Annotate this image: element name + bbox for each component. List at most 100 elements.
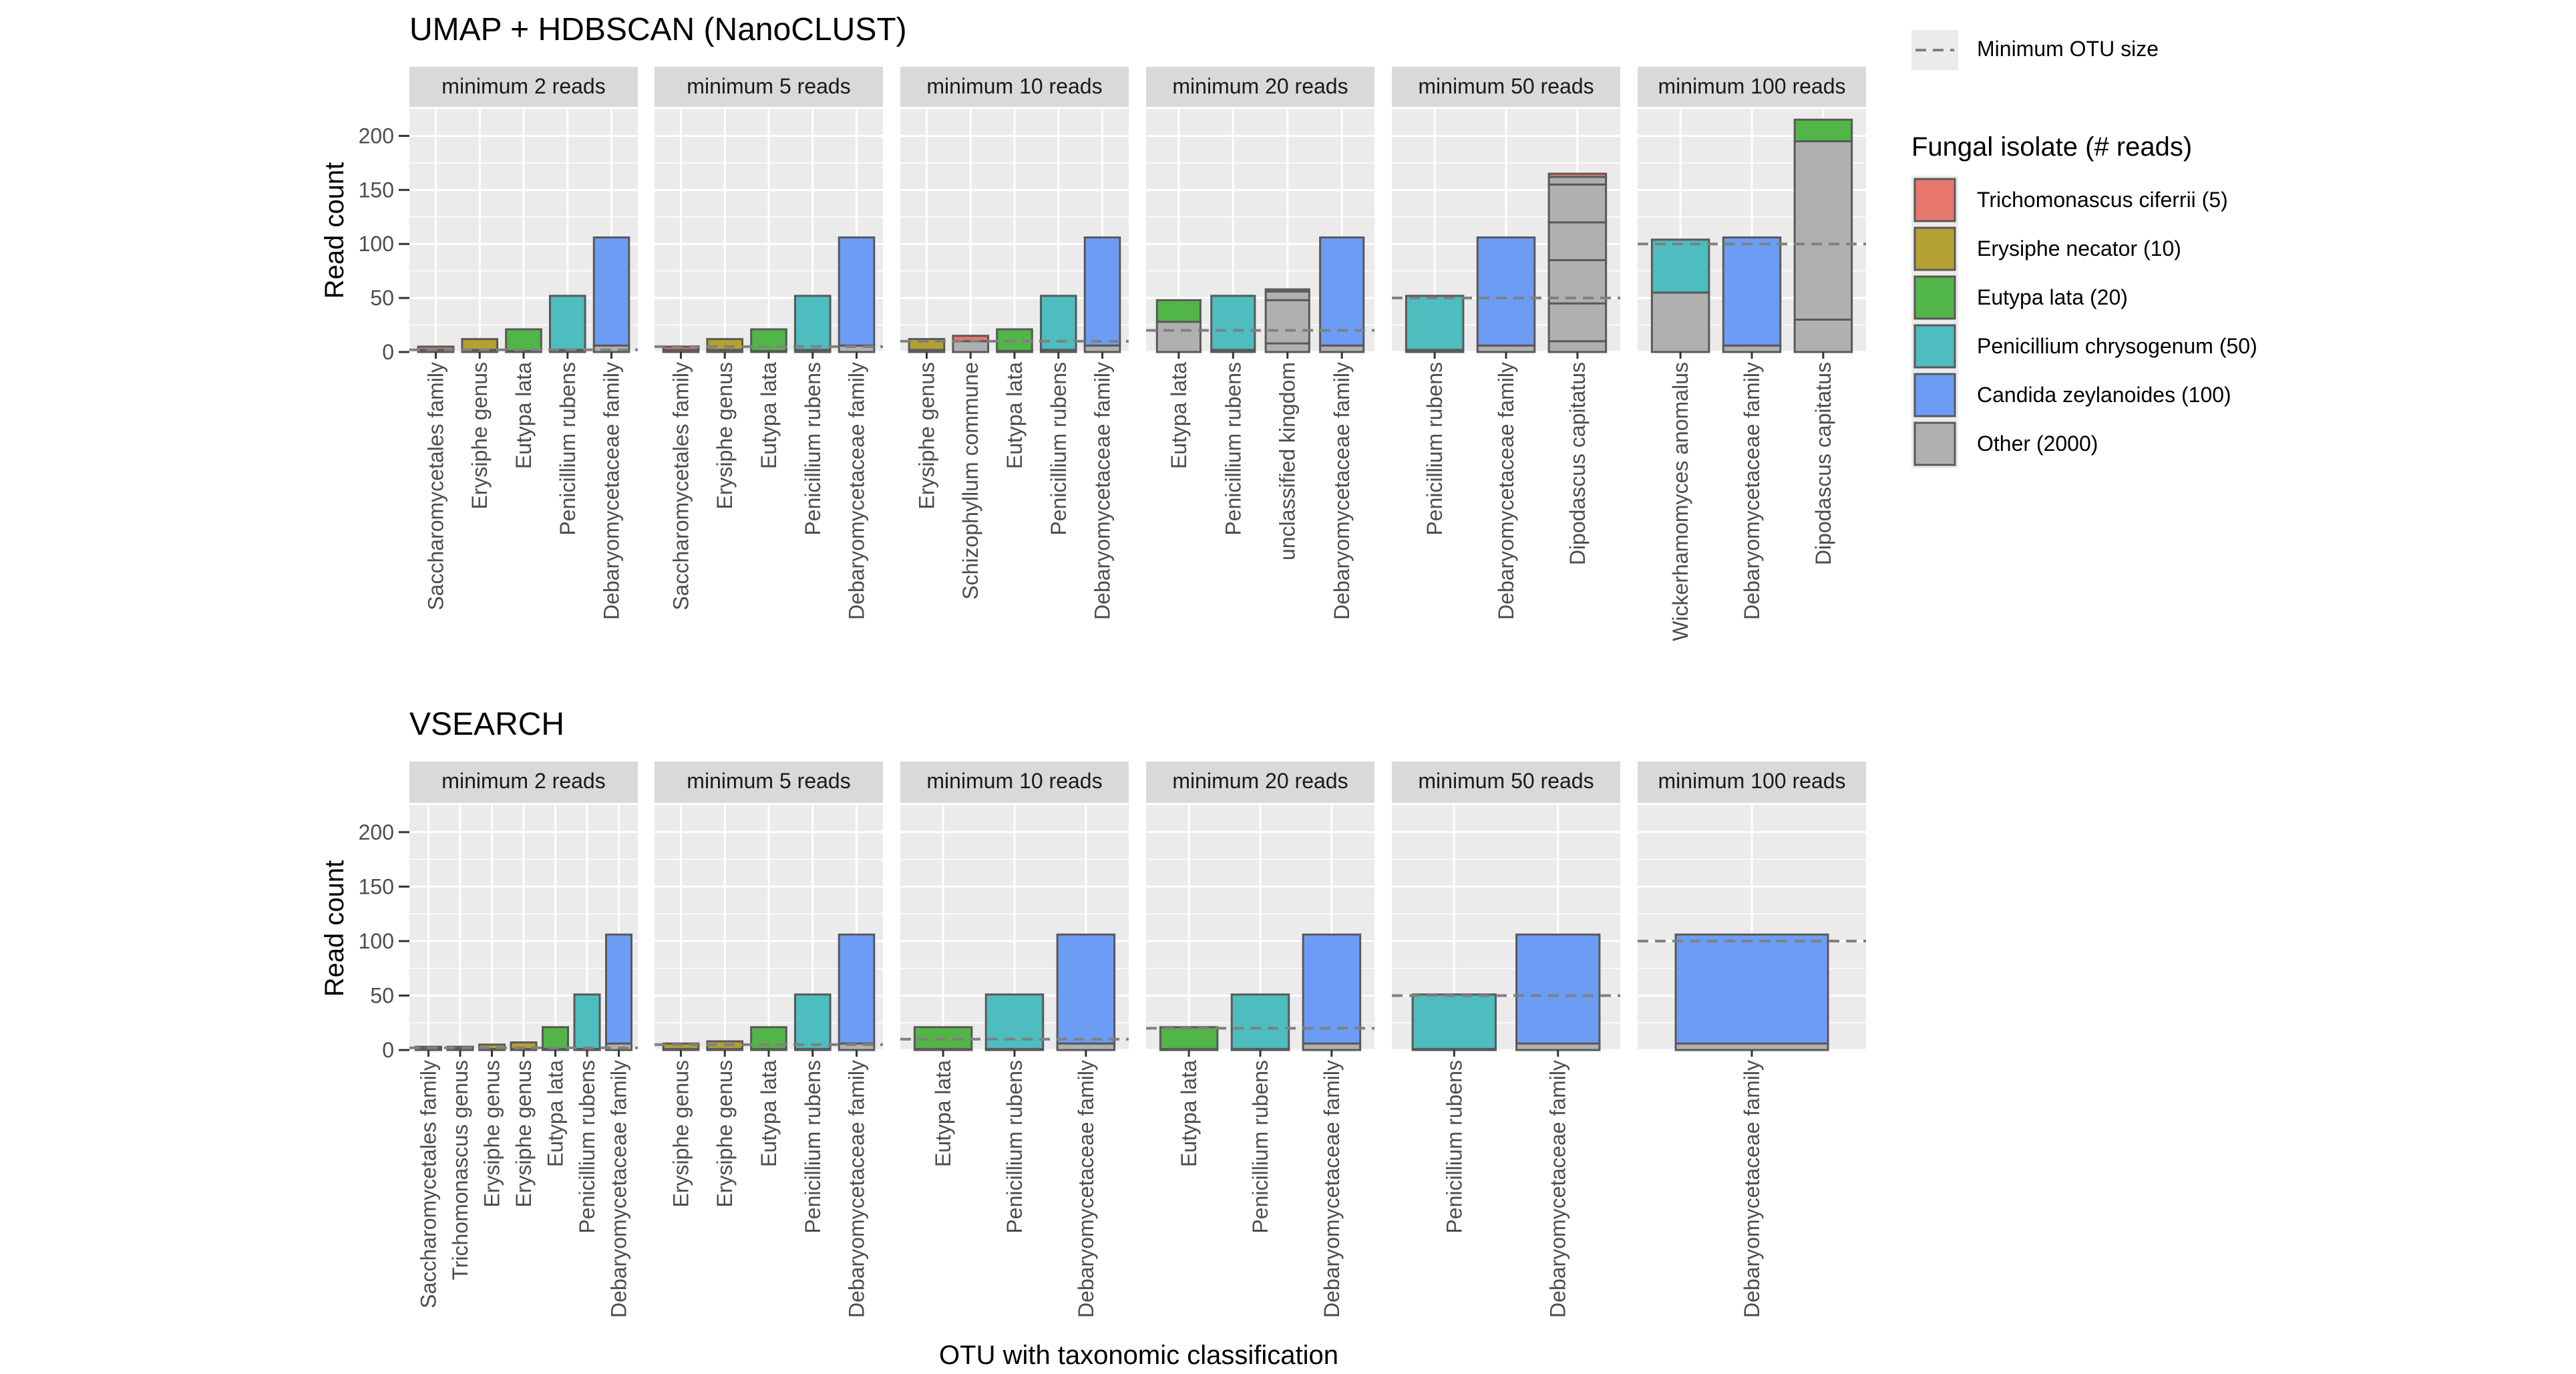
x-tick-label: Penicillium rubens (1248, 1060, 1272, 1234)
legend-swatch (1913, 226, 1956, 271)
x-axis-title: OTU with taxonomic classification (939, 1341, 1338, 1370)
legend-swatch (1913, 178, 1956, 222)
y-tick-label: 150 (359, 874, 394, 898)
y-tick-label: 200 (359, 124, 394, 148)
legend-label: Eutypa lata (20) (1977, 285, 2128, 309)
facet-strip (1638, 761, 1866, 803)
bar-segment (1547, 221, 1608, 261)
bar (1547, 172, 1608, 353)
facet-strip-label: minimum 5 reads (687, 769, 850, 793)
bar (1210, 295, 1256, 353)
facet-panel: minimum 100 reads Wickerhamomyces anomalu… (1638, 67, 1866, 641)
x-tick-label: Debaryomycetaceae family (607, 1060, 631, 1318)
bar (750, 328, 787, 353)
bar (1793, 118, 1853, 353)
x-tick-label: Eutypa lata (931, 1060, 955, 1167)
facet-strip-label: minimum 20 reads (1172, 74, 1348, 98)
bar (1039, 295, 1077, 353)
y-tick-label: 50 (370, 983, 394, 1007)
legend-label: Penicillium chrysogenum (50) (1977, 334, 2257, 358)
bar (1674, 933, 1829, 1051)
bar (1405, 295, 1465, 353)
legend-title: Fungal isolate (# reads) (1911, 132, 2192, 162)
x-tick-label: Penicillium rubens (801, 1060, 825, 1234)
bar (1476, 236, 1536, 353)
bar (1230, 993, 1290, 1051)
x-tick-label: Debaryomycetaceae family (1494, 362, 1518, 620)
facet-panel: minimum 5 reads Erysiphe genus Erysiphe ge… (655, 761, 883, 1318)
x-tick-label: Penicillium rubens (1221, 362, 1245, 536)
bar-segment (1230, 993, 1290, 1050)
bar (1319, 236, 1365, 353)
x-tick-label: Saccharomycetales family (669, 362, 693, 611)
y-axis-title: Read count (320, 162, 349, 299)
facet-panel: minimum 20 reads Eutypa lata Penicillium r… (1146, 761, 1374, 1318)
legend-label: Erysiphe necator (10) (1977, 236, 2181, 261)
facet-strip (1146, 67, 1374, 107)
facet-strip-label: minimum 5 reads (687, 74, 850, 98)
bar-segment (1264, 299, 1310, 345)
bar-segment (1793, 318, 1853, 353)
x-tick-label: Eutypa lata (757, 362, 781, 469)
x-tick-label: Debaryomycetaceae family (600, 362, 624, 620)
bar-segment (1264, 288, 1310, 293)
x-tick-label: Eutypa lata (757, 1060, 781, 1167)
x-tick-label: Erysiphe genus (468, 362, 492, 510)
legend-entry: Other (2000) (1911, 419, 2098, 468)
bar-segment (706, 338, 744, 351)
y-axis-title: Read count (320, 860, 349, 997)
bar-segment (1793, 118, 1853, 143)
bar-segment (1264, 290, 1310, 301)
bar-segment (1155, 299, 1202, 323)
x-tick-label: Penicillium rubens (801, 362, 825, 536)
bar (984, 993, 1045, 1051)
bar (1722, 236, 1782, 353)
bar-segment (542, 1026, 569, 1050)
bar-segment (505, 328, 542, 352)
bar (1155, 299, 1202, 353)
bar (1411, 993, 1497, 1051)
y-tick-label: 200 (359, 820, 394, 844)
x-tick-label: Eutypa lata (1167, 362, 1191, 469)
bar-segment (1155, 321, 1202, 353)
bar-segment (952, 340, 990, 353)
bar-segment (1405, 295, 1465, 351)
bar-segment (1650, 291, 1710, 353)
bar-segment (1722, 236, 1782, 347)
bar-segment (838, 933, 876, 1045)
facet-strip-label: minimum 10 reads (926, 769, 1102, 793)
bar (750, 1026, 787, 1051)
bar (952, 335, 990, 353)
facet-panel: minimum 5 reads Saccharomycetales family E… (655, 67, 883, 620)
x-tick-label: Debaryomycetaceae family (1546, 1060, 1570, 1318)
x-tick-label: Erysiphe genus (914, 362, 938, 510)
x-tick-label: Eutypa lata (1177, 1060, 1201, 1167)
x-tick-label: Penicillium rubens (1423, 362, 1447, 536)
legend-entry: Candida zeylanoides (100) (1911, 371, 2231, 419)
x-tick-label: Wickerhamomyces anomalus (1668, 362, 1692, 641)
y-tick-label: 0 (382, 1038, 394, 1062)
facet-panel: minimum 2 reads Saccharomycetales family T… (409, 761, 638, 1318)
x-tick-label: Saccharomycetales family (423, 362, 447, 611)
bar-segment (1547, 172, 1608, 178)
facet-strip (1638, 67, 1866, 107)
bar-segment (548, 295, 586, 351)
x-tick-label: Eutypa lata (512, 362, 536, 469)
bar-segment (1547, 302, 1608, 343)
bar-segment (793, 295, 832, 351)
legend-entry: Eutypa lata (20) (1911, 273, 2128, 322)
bar-segment (1793, 140, 1853, 321)
legend-entry: Penicillium chrysogenum (50) (1911, 322, 2257, 371)
x-tick-label: Penicillium rubens (556, 362, 580, 536)
bar-segment (1159, 1026, 1219, 1050)
facet-strip (655, 67, 883, 107)
facet-strip-label: minimum 50 reads (1418, 769, 1594, 793)
bar (793, 295, 832, 353)
facet-strip-label: minimum 10 reads (926, 74, 1102, 98)
legend-label: Trichomonascus ciferrii (5) (1977, 188, 2228, 212)
bar (548, 295, 586, 353)
facet-panel: minimum 50 reads Penicillium rubens Debary… (1392, 761, 1620, 1318)
bar-segment (1056, 933, 1116, 1045)
bar-segment (592, 236, 630, 347)
